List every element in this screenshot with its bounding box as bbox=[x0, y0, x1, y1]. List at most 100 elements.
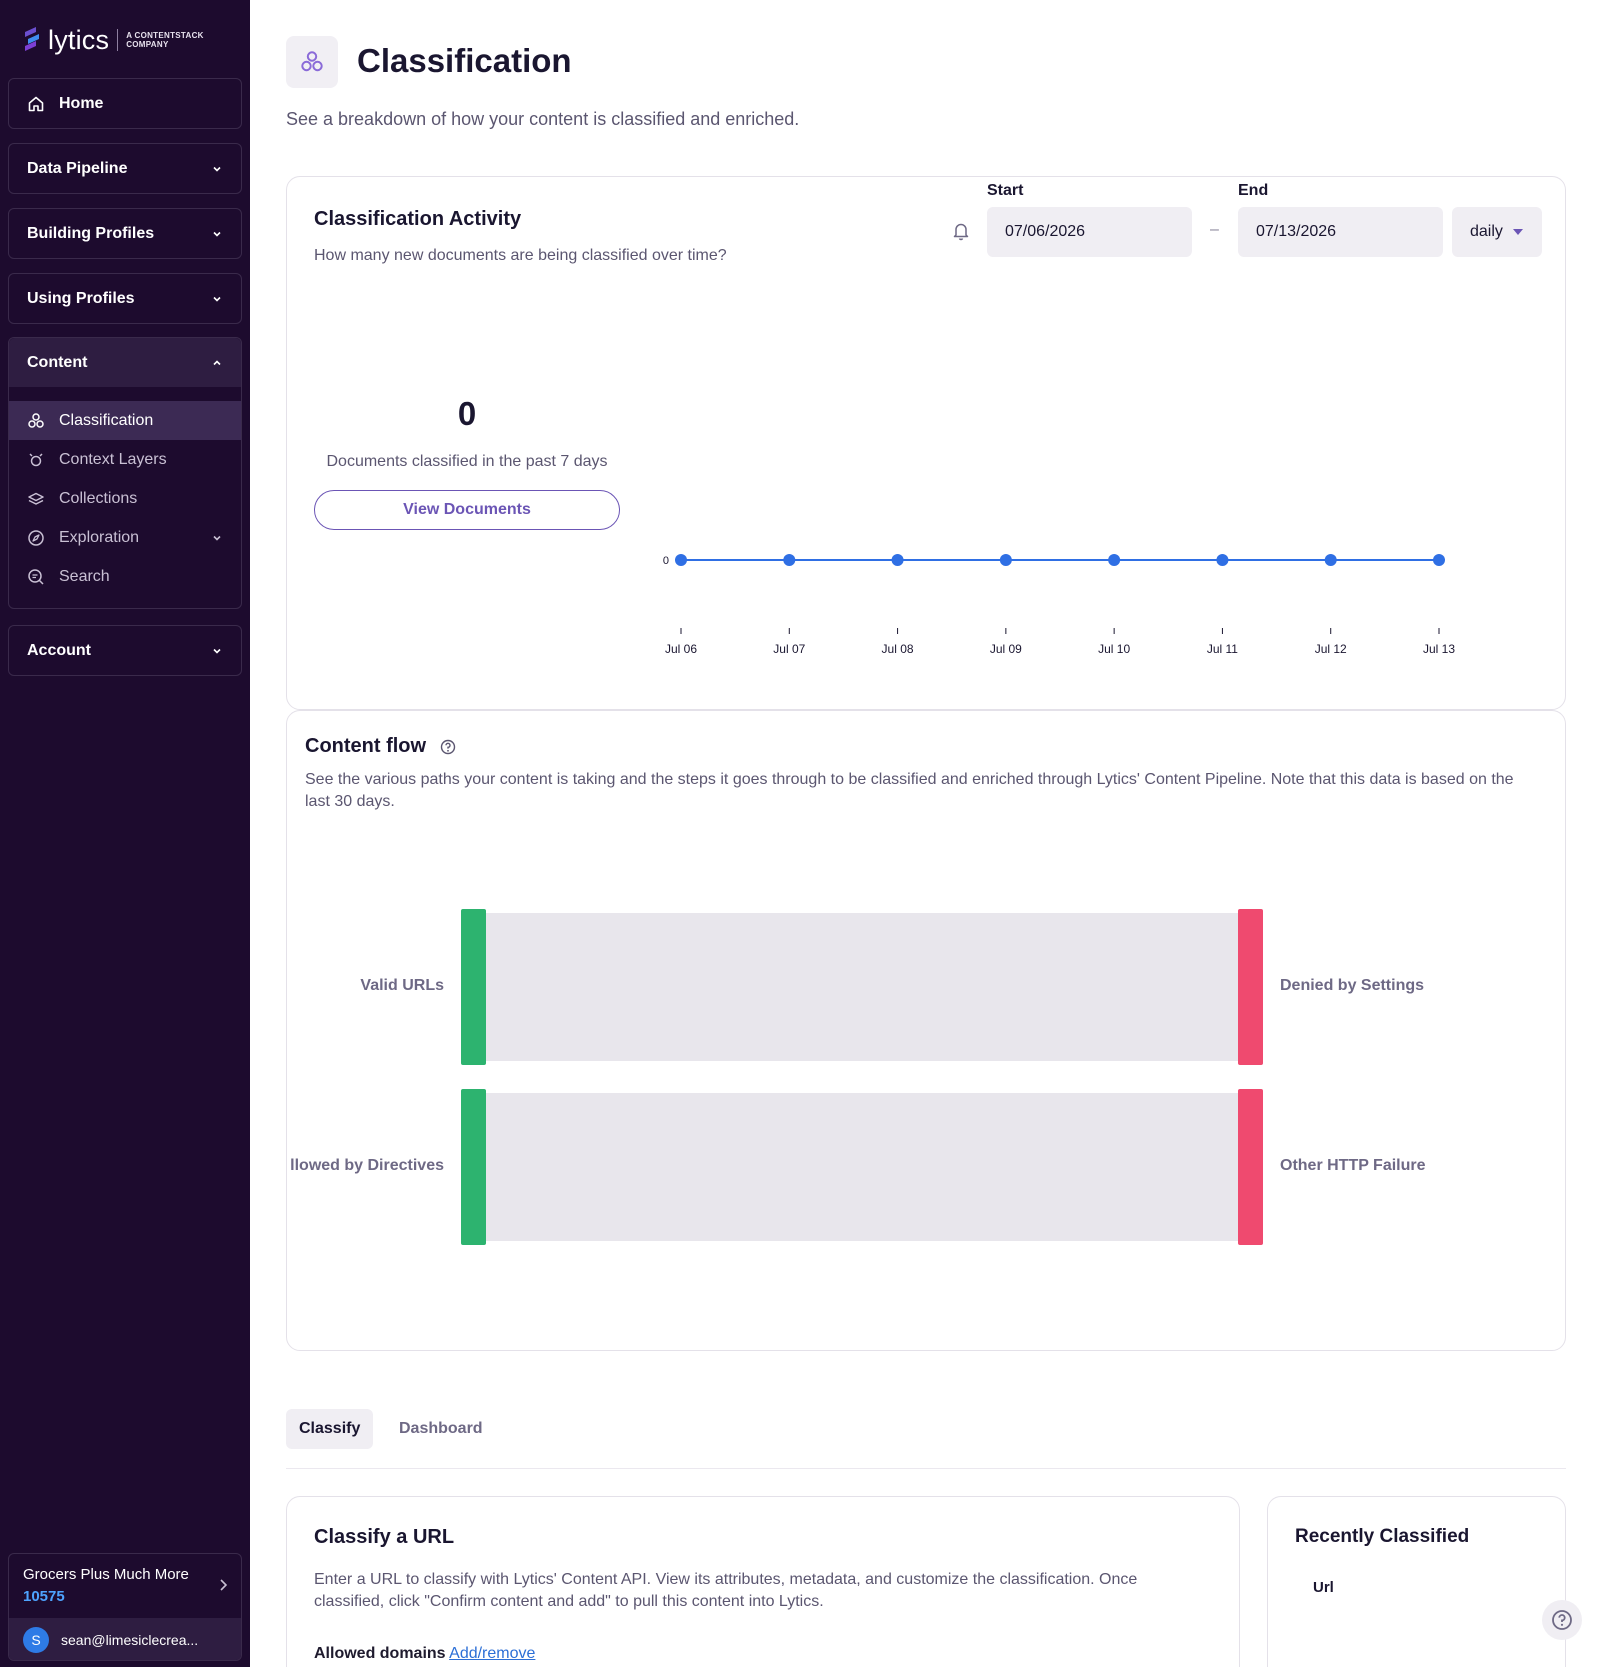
data-point[interactable] bbox=[1216, 554, 1229, 566]
chevron-down-icon bbox=[213, 231, 221, 237]
sidebar-item-context-layers[interactable]: Context Layers bbox=[9, 440, 241, 479]
activity-description: How many new documents are being classif… bbox=[314, 247, 727, 264]
lytics-logo-icon bbox=[25, 27, 39, 51]
nav-content-header[interactable]: Content bbox=[9, 338, 241, 387]
activity-line-chart: 0 bbox=[663, 554, 1445, 567]
nav-content: Content Classification Context Layers Co… bbox=[8, 337, 242, 609]
chevron-up-icon bbox=[213, 359, 221, 365]
end-date-input[interactable]: 07/13/2026 bbox=[1238, 207, 1443, 257]
x-tick-label: Jul 12 bbox=[1315, 642, 1347, 656]
nav-using-profiles[interactable]: Using Profiles bbox=[8, 273, 242, 324]
view-documents-button[interactable]: View Documents bbox=[314, 490, 620, 530]
org-id: 10575 bbox=[23, 1588, 65, 1605]
nav-content-label: Content bbox=[27, 353, 88, 371]
chevron-down-icon bbox=[213, 535, 221, 541]
content-flow-description: See the various paths your content is ta… bbox=[305, 771, 1514, 810]
flow-target-node[interactable] bbox=[1238, 909, 1263, 1065]
sidebar-item-search[interactable]: Search bbox=[9, 557, 241, 596]
classify-url-title: Classify a URL bbox=[314, 1526, 455, 1548]
page-title: Classification bbox=[357, 42, 572, 79]
interval-select[interactable]: daily bbox=[1452, 207, 1542, 257]
lytics-logo[interactable]: lytics A CONTENTSTACK COMPANY bbox=[22, 24, 208, 56]
flow-target-node[interactable] bbox=[1238, 1089, 1263, 1245]
flow-source-node[interactable] bbox=[461, 909, 486, 1065]
activity-x-axis: Jul 06 Jul 07 Jul 08 Jul 09 Jul 10 Jul 11 Jul … bbox=[665, 628, 1455, 656]
data-point[interactable] bbox=[675, 554, 687, 566]
tab-dashboard[interactable]: Dashboard bbox=[399, 1420, 483, 1437]
add-remove-domains-link[interactable]: Add/remove bbox=[449, 1645, 536, 1662]
nav-home[interactable]: Home bbox=[8, 78, 242, 129]
nav-building-profiles-label: Building Profiles bbox=[27, 224, 155, 242]
chevron-down-icon bbox=[213, 648, 221, 654]
sidebar-item-label: Collections bbox=[59, 489, 138, 507]
flow-link[interactable] bbox=[486, 1093, 1238, 1241]
sidebar: lytics A CONTENTSTACK COMPANY Home Data … bbox=[0, 0, 250, 1667]
chevron-right-icon bbox=[220, 1579, 228, 1591]
search-icon bbox=[28, 568, 44, 585]
data-point[interactable] bbox=[1108, 554, 1121, 566]
x-tick-label: Jul 08 bbox=[882, 642, 914, 656]
user-menu[interactable]: S sean@limesiclecrea... bbox=[9, 1618, 241, 1660]
x-tick-label: Jul 09 bbox=[990, 642, 1022, 656]
sidebar-item-label: Search bbox=[59, 567, 110, 585]
content-flow-title: Content flow bbox=[305, 735, 427, 757]
bell-icon[interactable] bbox=[952, 221, 970, 241]
allowed-domains-label: Allowed domains bbox=[314, 1645, 446, 1662]
flow-source-node[interactable] bbox=[461, 1089, 486, 1245]
data-point[interactable] bbox=[783, 554, 796, 566]
org-switcher[interactable]: Grocers Plus Much More 10575 S sean@lime… bbox=[8, 1553, 242, 1661]
documents-count-caption: Documents classified in the past 7 days bbox=[326, 453, 608, 470]
sidebar-item-exploration[interactable]: Exploration bbox=[9, 518, 241, 557]
flow-link[interactable] bbox=[486, 913, 1238, 1061]
nav-data-pipeline[interactable]: Data Pipeline bbox=[8, 143, 242, 194]
nav-home-label: Home bbox=[59, 94, 104, 112]
user-email: sean@limesiclecrea... bbox=[61, 1632, 199, 1648]
activity-title: Classification Activity bbox=[314, 208, 522, 230]
flow-target-label: Other HTTP Failure bbox=[1280, 1157, 1426, 1174]
context-layers-icon bbox=[29, 452, 43, 466]
sidebar-item-classification[interactable]: Classification bbox=[9, 401, 241, 440]
chevron-down-icon bbox=[213, 166, 221, 172]
nav-building-profiles[interactable]: Building Profiles bbox=[8, 208, 242, 259]
help-circle-icon[interactable] bbox=[440, 739, 456, 755]
sidebar-item-label: Exploration bbox=[59, 528, 140, 546]
help-circle-icon bbox=[1552, 1610, 1572, 1630]
interval-value: daily bbox=[1470, 223, 1503, 240]
brand-name: lytics bbox=[48, 24, 110, 55]
nav-account[interactable]: Account bbox=[8, 625, 242, 676]
flow-target-label: Denied by Settings bbox=[1280, 977, 1425, 994]
classification-icon bbox=[301, 51, 323, 72]
org-name: Grocers Plus Much More bbox=[23, 1566, 189, 1583]
date-range-separator: – bbox=[1210, 221, 1219, 238]
tab-classify[interactable]: Classify bbox=[286, 1409, 374, 1449]
recently-classified-card: Recently Classified Url bbox=[1267, 1496, 1566, 1667]
x-tick-label: Jul 06 bbox=[665, 642, 697, 656]
end-label: End bbox=[1238, 182, 1269, 199]
sidebar-item-collections[interactable]: Collections bbox=[9, 479, 241, 518]
allowed-domains-row: Allowed domains Add/remove bbox=[314, 1645, 535, 1663]
flow-source-label: llowed by Directives bbox=[290, 1157, 444, 1174]
recently-classified-title: Recently Classified bbox=[1295, 1526, 1470, 1547]
home-icon bbox=[28, 96, 44, 111]
start-label: Start bbox=[987, 182, 1024, 199]
recent-url-column-header: Url bbox=[1313, 1579, 1334, 1596]
data-point[interactable] bbox=[999, 554, 1012, 566]
flow-source-label: Valid URLs bbox=[360, 977, 444, 994]
start-date-input[interactable]: 07/06/2026 bbox=[987, 207, 1192, 257]
classification-icon bbox=[28, 412, 44, 428]
data-point[interactable] bbox=[891, 554, 904, 566]
compass-icon bbox=[28, 529, 44, 546]
sankey-diagram: Valid URLs Denied by Settings llowed by Di… bbox=[287, 711, 1567, 1352]
data-point[interactable] bbox=[1433, 554, 1445, 566]
x-tick-label: Jul 07 bbox=[773, 642, 805, 656]
caret-down-icon bbox=[1512, 229, 1523, 235]
help-button[interactable] bbox=[1542, 1600, 1582, 1640]
collections-icon bbox=[28, 492, 44, 505]
logo-divider bbox=[117, 29, 119, 51]
page-icon bbox=[286, 36, 338, 88]
sidebar-item-label: Classification bbox=[59, 411, 154, 429]
avatar: S bbox=[23, 1627, 49, 1653]
y-tick-label: 0 bbox=[663, 555, 669, 567]
classify-url-description: Enter a URL to classify with Lytics' Con… bbox=[314, 1571, 1138, 1610]
data-point[interactable] bbox=[1324, 554, 1337, 566]
